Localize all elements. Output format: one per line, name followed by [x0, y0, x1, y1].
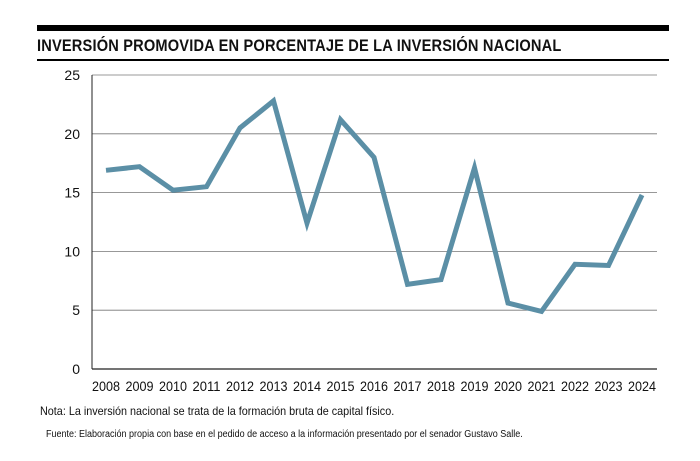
x-tick-label-2020: 2020 [494, 378, 522, 394]
series-line-0 [105, 96, 645, 315]
chart-note: Nota: La inversión nacional se trata de … [40, 404, 395, 418]
x-tick-label-2017: 2017 [394, 378, 422, 394]
top-rule [37, 25, 669, 31]
y-tick-label-10: 10 [64, 243, 80, 259]
x-tick-label-2016: 2016 [360, 378, 388, 394]
x-tick-label-2009: 2009 [126, 378, 154, 394]
y-tick-label-25: 25 [64, 67, 80, 83]
y-tick-label-5: 5 [72, 302, 80, 318]
x-tick-label-2022: 2022 [561, 378, 589, 394]
x-tick-label-2013: 2013 [260, 378, 288, 394]
title-rule [37, 59, 669, 61]
x-tick-label-2008: 2008 [92, 378, 120, 394]
series-layer [105, 96, 645, 315]
grid-lines [91, 74, 657, 370]
x-tick-label-2023: 2023 [595, 378, 623, 394]
chart-source: Fuente: Elaboración propia con base en e… [46, 429, 523, 440]
y-tick-label-15: 15 [64, 185, 80, 201]
x-tick-label-2014: 2014 [293, 378, 321, 394]
x-tick-label-2010: 2010 [159, 378, 187, 394]
x-tick-label-2018: 2018 [427, 378, 455, 394]
x-tick-label-2011: 2011 [193, 378, 221, 394]
chart-title: INVERSIÓN PROMOVIDA EN PORCENTAJE DE LA … [37, 36, 562, 55]
x-tick-label-2024: 2024 [628, 378, 656, 394]
x-tick-label-2019: 2019 [461, 378, 489, 394]
x-tick-label-2015: 2015 [327, 378, 355, 394]
y-tick-label-20: 20 [64, 126, 80, 142]
y-tick-label-0: 0 [72, 361, 80, 377]
x-axis-ticks: 2008 2009 2010 2011 2012 2013 2014 2015 2016 2017… [92, 378, 656, 394]
x-tick-label-2012: 2012 [226, 378, 254, 394]
x-tick-label-2021: 2021 [528, 378, 556, 394]
y-axis-ticks: 0 5 10 15 20 25 [64, 67, 80, 377]
